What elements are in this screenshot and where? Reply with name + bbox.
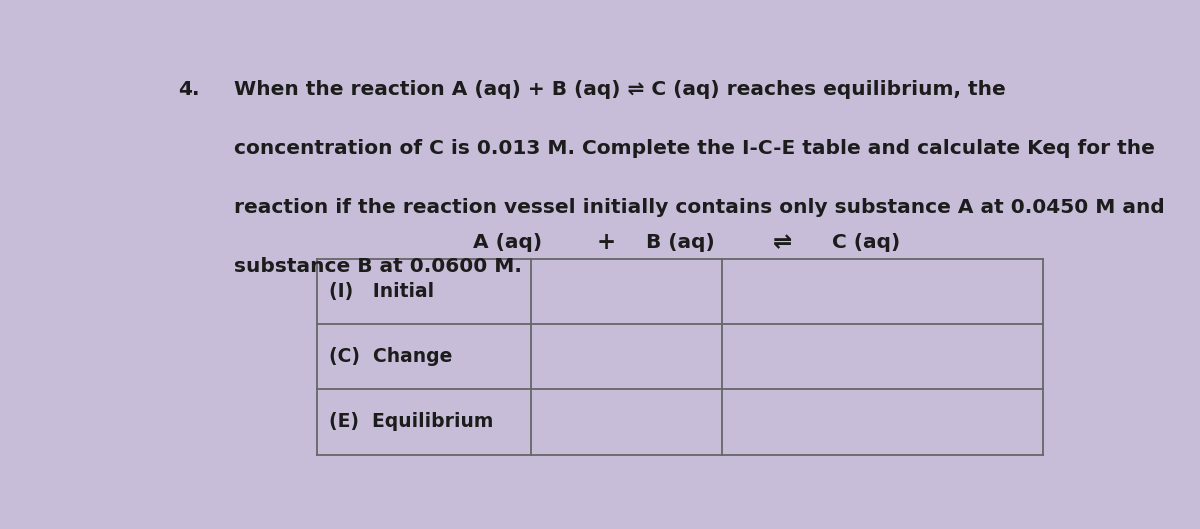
Text: (I)   Initial: (I) Initial <box>329 282 433 301</box>
Text: +: + <box>596 231 616 254</box>
Text: ⇌: ⇌ <box>773 231 792 254</box>
Text: reaction if the reaction vessel initially contains only substance A at 0.0450 M : reaction if the reaction vessel initiall… <box>234 198 1164 217</box>
Text: B (aq): B (aq) <box>646 233 714 252</box>
Text: When the reaction A (aq) + B (aq) ⇌ C (aq) reaches equilibrium, the: When the reaction A (aq) + B (aq) ⇌ C (a… <box>234 80 1006 99</box>
Text: A (aq): A (aq) <box>474 233 542 252</box>
Text: C (aq): C (aq) <box>832 233 900 252</box>
Text: (C)  Change: (C) Change <box>329 347 452 366</box>
Text: (E)  Equilibrium: (E) Equilibrium <box>329 413 493 432</box>
Text: substance B at 0.0600 M.: substance B at 0.0600 M. <box>234 257 522 276</box>
Text: concentration of C is 0.013 M. Complete the I-C-E table and calculate Keq for th: concentration of C is 0.013 M. Complete … <box>234 139 1154 158</box>
Text: 4.: 4. <box>178 80 199 99</box>
